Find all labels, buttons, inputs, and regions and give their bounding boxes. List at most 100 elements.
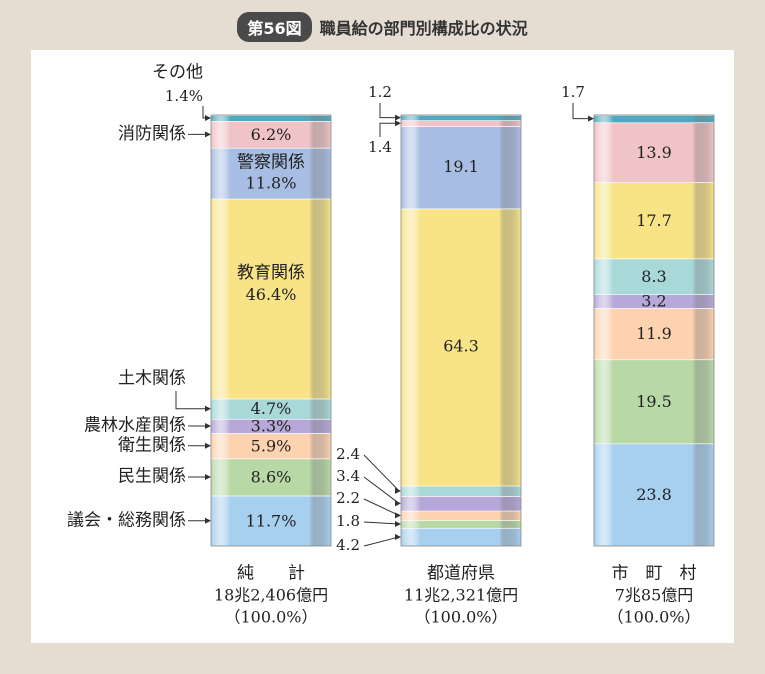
bar-segment-shade-1-5 (401, 208, 521, 486)
bar-segment-shade-1-3 (401, 496, 521, 511)
bar-segment-shade-2-3 (594, 294, 714, 309)
bar-segment-shade-1-0 (401, 527, 521, 546)
bar-segment-shade-1-4 (401, 485, 521, 497)
outside-value-label-1-seg: 1.8 (336, 512, 360, 530)
leader-line-1-seg (363, 536, 400, 547)
outside-value-label-1-seg: 2.2 (336, 489, 360, 507)
leader-line-2-other (572, 103, 590, 120)
inside-value-label-0-5: 46.4% (246, 285, 297, 304)
figure-badge: 第56図 (237, 12, 312, 42)
inside-value-label-2-5: 17.7 (636, 211, 672, 230)
inside-value-label-0-2: 5.9% (251, 436, 292, 455)
figure-title-text: 職員給の部門別構成比の状況 (319, 19, 528, 38)
left-label-other: その他 (152, 63, 203, 83)
leader-arrow-0-other (205, 115, 211, 122)
inside-value-label-2-2: 11.9 (636, 324, 672, 343)
bar-segment-shade-2-7 (594, 122, 714, 183)
left-leader-civil-line (175, 391, 207, 410)
bar-segment-shade-1-2 (401, 510, 521, 521)
bar-share-1: （100.0%） (414, 608, 507, 627)
bar-name-2: 市 町 村 (612, 564, 697, 584)
left-leader-general-arrow (205, 517, 211, 524)
outside-value-label-1-other: 1.2 (368, 83, 392, 101)
bar-segment-shade-2-0 (594, 443, 714, 546)
left-label-agri: 農林水産関係 (84, 415, 186, 435)
bar-outline-0 (210, 114, 332, 547)
left-label-civil: 土木関係 (118, 369, 186, 389)
outside-value-label-2-other: 1.7 (561, 83, 585, 101)
bar-total-2: 7兆85億円 (615, 586, 694, 605)
left-value-other: 1.4% (165, 87, 203, 105)
leader-arrow-1-seg (395, 521, 401, 528)
bar-segment-shade-1-8 (401, 115, 521, 121)
bar-share-0: （100.0%） (224, 608, 317, 627)
left-leader-civil-arrow (205, 405, 211, 412)
outside-value-label-1-fire: 1.4 (368, 138, 392, 156)
bar-share-2: （100.0%） (607, 608, 700, 627)
outside-value-label-1-seg: 2.4 (336, 445, 360, 463)
leader-arrow-1-seg (395, 533, 401, 540)
bar-segment-shade-2-4 (594, 258, 714, 295)
inside-value-label-0-4: 4.7% (251, 399, 292, 418)
leader-line-1-seg (363, 476, 400, 504)
left-label-health: 衛生関係 (118, 435, 186, 455)
bar-name-0: 純 計 (237, 564, 305, 584)
leader-line-1-seg (363, 498, 400, 516)
inside-value-label-0-7: 6.2% (251, 125, 292, 144)
leader-arrow-2-other (588, 115, 594, 122)
left-leader-fire-arrow (205, 131, 211, 138)
inside-category-label-0-5: 教育関係 (237, 263, 305, 283)
leader-line-1-fire (379, 122, 397, 137)
figure-title: 第56図 職員給の部門別構成比の状況 (0, 12, 765, 42)
leader-line-1-other (379, 103, 397, 119)
outside-value-label-1-seg: 4.2 (336, 536, 360, 554)
inside-value-label-1-seg: 19.1 (443, 157, 479, 176)
bar-segment-shade-0-3 (211, 418, 331, 434)
bar-segment-shade-1-6 (401, 126, 521, 209)
inside-value-label-0-3: 3.3% (251, 416, 292, 435)
outside-value-label-1-seg: 3.4 (336, 467, 360, 485)
left-leader-health-arrow (205, 442, 211, 449)
bar-segment-shade-2-1 (594, 359, 714, 444)
bar-segment-shade-0-0 (211, 495, 331, 546)
left-label-general: 議会・総務関係 (67, 510, 186, 530)
bar-segment-shade-2-5 (594, 182, 714, 259)
inside-value-label-0-1: 8.6% (251, 468, 292, 487)
inside-value-label-2-7: 13.9 (636, 143, 672, 162)
inside-value-label-2-4: 8.3 (641, 267, 666, 286)
bar-segment-shade-0-8 (211, 115, 331, 122)
inside-category-label-0-6: 警察関係 (237, 153, 305, 173)
inside-value-label-2-0: 23.8 (636, 485, 672, 504)
bar-segment-shade-1-7 (401, 120, 521, 127)
bar-outline-2 (593, 114, 715, 547)
bar-segment-shade-2-8 (594, 115, 714, 123)
leader-arrow-1-seg (395, 500, 401, 507)
bar-segment-shade-1-1 (401, 520, 521, 528)
bar-segment-shade-0-6 (211, 147, 331, 199)
bar-segment-shade-0-4 (211, 398, 331, 419)
leader-line-1-seg (363, 521, 400, 525)
bar-segment-shade-2-2 (594, 308, 714, 360)
leader-arrow-1-seg (395, 512, 401, 519)
left-label-fire: 消防関係 (118, 124, 186, 144)
bar-total-1: 11兆2,321億円 (404, 586, 518, 605)
leader-arrow-1-fire (395, 120, 401, 127)
left-leader-welfare-arrow (205, 474, 211, 481)
bar-total-0: 18兆2,406億円 (214, 586, 328, 605)
bar-segment-shade-0-2 (211, 433, 331, 459)
inside-value-label-1-seg: 64.3 (443, 337, 479, 356)
inside-value-label-2-1: 19.5 (636, 392, 672, 411)
bar-outline-1 (400, 114, 522, 547)
inside-value-label-0-0: 11.7% (246, 511, 297, 530)
bar-segment-shade-0-7 (211, 121, 331, 148)
bar-segment-shade-0-1 (211, 458, 331, 496)
left-leader-agri-arrow (205, 422, 211, 429)
inside-value-label-2-3: 3.2 (641, 292, 666, 311)
bar-name-1: 都道府県 (427, 564, 495, 584)
leader-arrow-1-other (395, 114, 401, 121)
left-label-welfare: 民生関係 (118, 467, 186, 487)
leader-arrow-1-seg (395, 487, 401, 494)
inside-value-label-0-6: 11.8% (246, 174, 297, 193)
bar-segment-shade-0-5 (211, 198, 331, 399)
